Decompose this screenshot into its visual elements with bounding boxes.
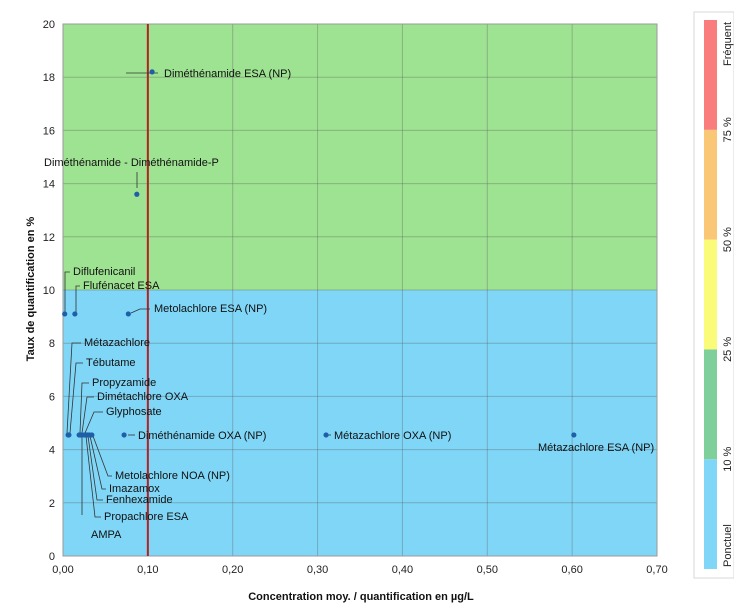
point-label: Diméthénamide - Diméthénamide-P	[44, 157, 219, 169]
legend-band-4	[704, 20, 717, 130]
point-label: Diméthénamide ESA (NP)	[164, 68, 291, 80]
point-label: Propachlore ESA	[104, 511, 189, 523]
point-label: Metolachlore ESA (NP)	[154, 303, 267, 315]
plot-border	[62, 23, 658, 557]
data-point	[125, 311, 131, 317]
legend-band-3	[704, 129, 717, 240]
point-label: Dimétachlore OXA	[97, 391, 189, 403]
leader-line	[89, 435, 106, 490]
y-tick-label: 4	[49, 445, 55, 457]
x-tick-label: 0,00	[52, 564, 73, 576]
data-point	[121, 432, 127, 438]
grid-lines	[62, 23, 658, 557]
x-tick-label: 0,10	[137, 564, 158, 576]
data-point	[134, 191, 140, 197]
point-label: Propyzamide	[92, 377, 156, 389]
leader-line	[92, 435, 112, 477]
zone-1	[63, 24, 657, 290]
point-label: Métazachlore ESA (NP)	[538, 442, 654, 454]
y-tick-label: 12	[43, 232, 55, 244]
leader-line	[69, 362, 83, 434]
y-tick-label: 18	[43, 72, 55, 84]
data-points	[62, 69, 577, 438]
zone-0	[63, 290, 657, 556]
point-label: AMPA	[91, 529, 122, 541]
legend-label: Ponctuel	[722, 524, 734, 567]
plot-background-zones	[63, 24, 657, 556]
legend-label: Fréquent	[722, 22, 734, 66]
x-axis-title: Concentration moy. / quantification en µ…	[248, 591, 474, 603]
point-label: Tébutame	[86, 357, 136, 369]
x-tick-label: 0,20	[222, 564, 243, 576]
data-point	[72, 311, 78, 317]
point-labels: Diméthénamide ESA (NP) Diméthénamide - Di…	[44, 68, 654, 541]
legend-label: 75 %	[722, 117, 734, 142]
point-label: Metolachlore NOA (NP)	[115, 470, 230, 482]
y-tick-label: 2	[49, 498, 55, 510]
point-label: Métazachlore OXA (NP)	[334, 430, 451, 442]
legend-label: 25 %	[722, 337, 734, 362]
data-point	[323, 432, 329, 438]
point-label: Imazamox	[109, 483, 160, 495]
x-axis-ticks: 0,00 0,10 0,20 0,30 0,40 0,50 0,60 0,70	[52, 564, 667, 576]
point-label: Métazachlore	[84, 337, 150, 349]
x-tick-label: 0,70	[646, 564, 667, 576]
frequency-legend: Ponctuel 10 % 25 % 50 % 75 % Fréquent	[693, 11, 734, 579]
leader-line	[130, 308, 150, 314]
data-point	[149, 69, 155, 75]
y-tick-label: 14	[43, 179, 55, 191]
leader-line	[75, 285, 80, 313]
point-label: Diméthénamide OXA (NP)	[138, 430, 266, 442]
data-point	[62, 311, 68, 317]
label-leader-lines	[64, 72, 331, 518]
x-tick-label: 0,50	[477, 564, 498, 576]
leader-line	[66, 342, 81, 434]
y-tick-label: 8	[49, 338, 55, 350]
data-point	[78, 432, 84, 438]
point-label: Glyphosate	[106, 406, 162, 418]
x-tick-label: 0,60	[561, 564, 582, 576]
data-point	[66, 432, 72, 438]
y-axis-ticks: 0 2 4 6 8 10 12 14 16 18 20	[43, 19, 55, 563]
data-point	[83, 432, 89, 438]
legend-label: 10 %	[722, 446, 734, 471]
leader-line	[87, 435, 103, 501]
y-tick-label: 16	[43, 125, 55, 137]
point-label: Diflufenicanil	[73, 266, 135, 278]
x-tick-label: 0,40	[392, 564, 413, 576]
y-tick-label: 20	[43, 19, 55, 31]
y-axis-title: Taux de quantification en %	[25, 216, 37, 361]
point-label: Fenhexamide	[106, 494, 173, 506]
leader-line	[85, 435, 101, 518]
y-tick-label: 6	[49, 391, 55, 403]
leader-line	[64, 271, 70, 313]
legend-band-2	[704, 239, 717, 350]
leader-line	[81, 396, 94, 434]
y-tick-label: 0	[49, 551, 55, 563]
legend-label: 50 %	[722, 227, 734, 252]
legend-band-0	[704, 459, 717, 569]
x-tick-label: 0,30	[307, 564, 328, 576]
point-label: Flufénacet ESA	[83, 280, 160, 292]
leader-line	[79, 382, 89, 434]
y-tick-label: 10	[43, 285, 55, 297]
leader-line	[84, 411, 103, 434]
data-point	[571, 432, 577, 438]
legend-band-1	[704, 349, 717, 460]
